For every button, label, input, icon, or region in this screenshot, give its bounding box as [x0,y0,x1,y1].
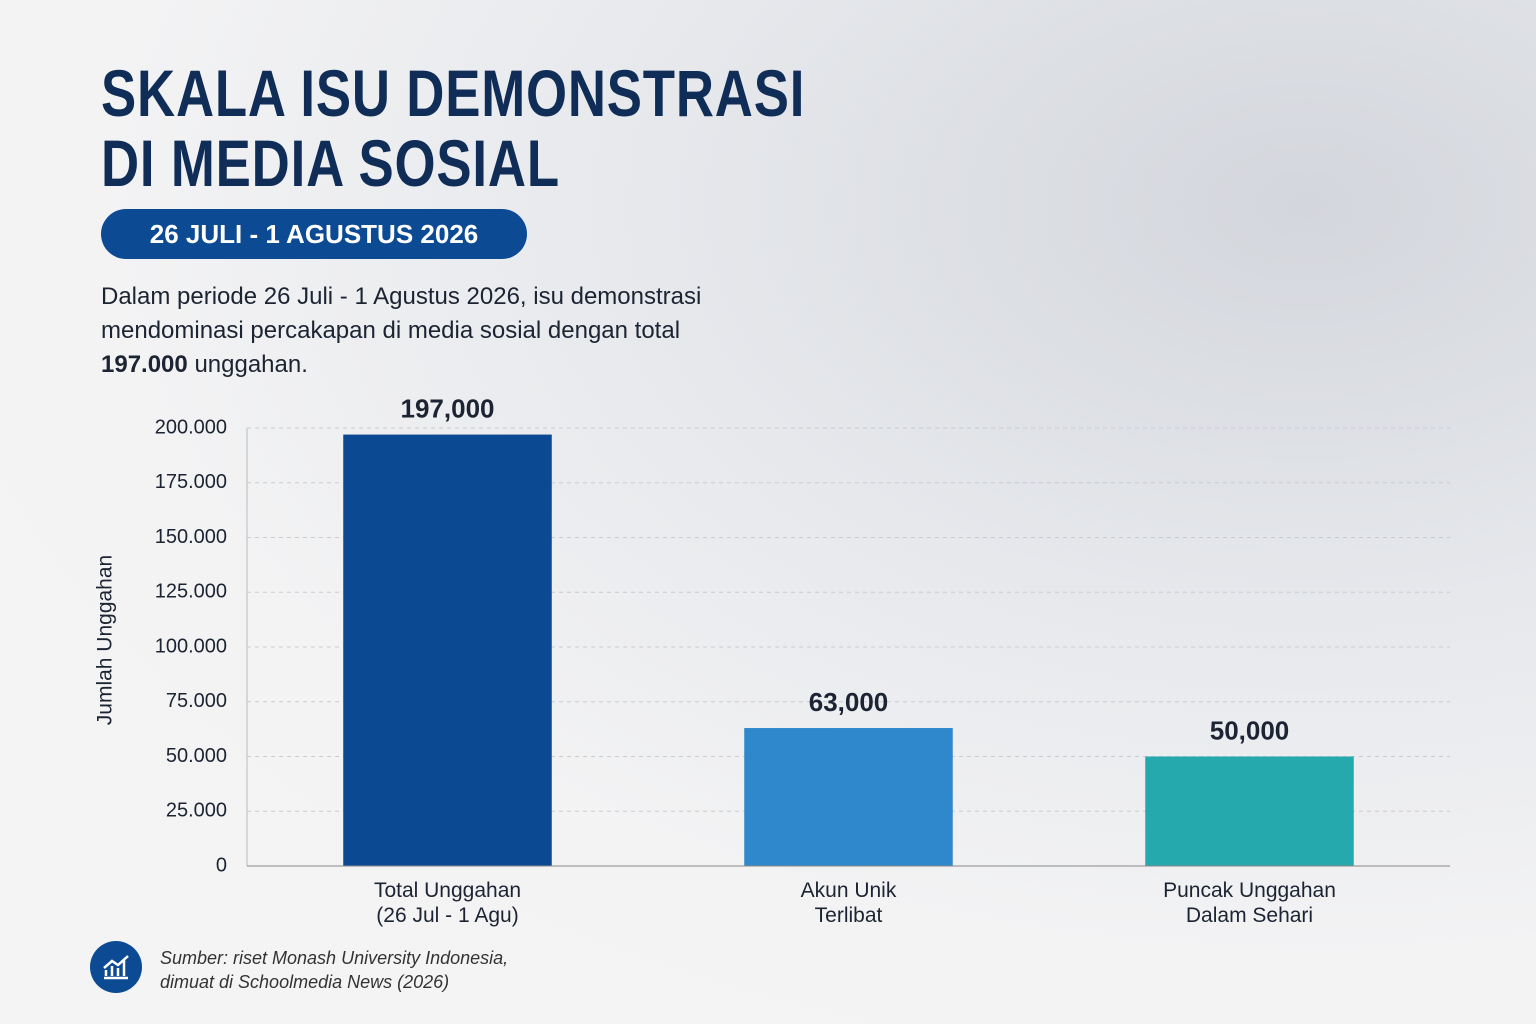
y-tick-label: 0 [216,854,227,876]
description-suffix: unggahan. [194,351,308,378]
value-label: 50,000 [1210,715,1290,745]
description-highlight: 197.000 [101,351,188,378]
bar [744,728,953,866]
y-tick-label: 100.000 [155,635,227,657]
value-label: 197,000 [401,393,495,423]
bar [1145,756,1354,866]
description: Dalam periode 26 Juli - 1 Agustus 2026, … [101,280,761,382]
source-icon [90,941,142,993]
date-pill: 26 JULI - 1 AGUSTUS 2026 [101,209,527,259]
y-tick-label: 200.000 [155,416,227,438]
title-line: SKALA ISU DEMONSTRASI [101,56,806,130]
y-tick-label: 25.000 [166,800,227,822]
bar [343,434,552,866]
y-tick-label: 175.000 [155,471,227,493]
x-tick-label: Puncak Unggahan Dalam Sehari [1163,879,1336,927]
y-axis-label: Jumlah Unggahan [94,555,117,725]
source: Sumber: riset Monash University Indonesi… [160,948,509,992]
description-text: Dalam periode 26 Juli - 1 Agustus 2026, … [101,283,702,344]
x-tick-label: Total Unggahan (26 Jul - 1 Agu) [373,879,522,927]
y-tick-label: 75.000 [166,690,227,712]
y-tick-label: 125.000 [155,581,227,603]
source-icon-glyph [103,955,129,980]
y-tick-label: 50.000 [166,745,227,767]
y-tick-label: 150.000 [155,526,227,548]
x-tick-label: Akun Unik Terlibat [800,879,897,927]
value-label: 63,000 [809,687,889,717]
title-line: DI MEDIA SOSIAL [101,126,560,200]
